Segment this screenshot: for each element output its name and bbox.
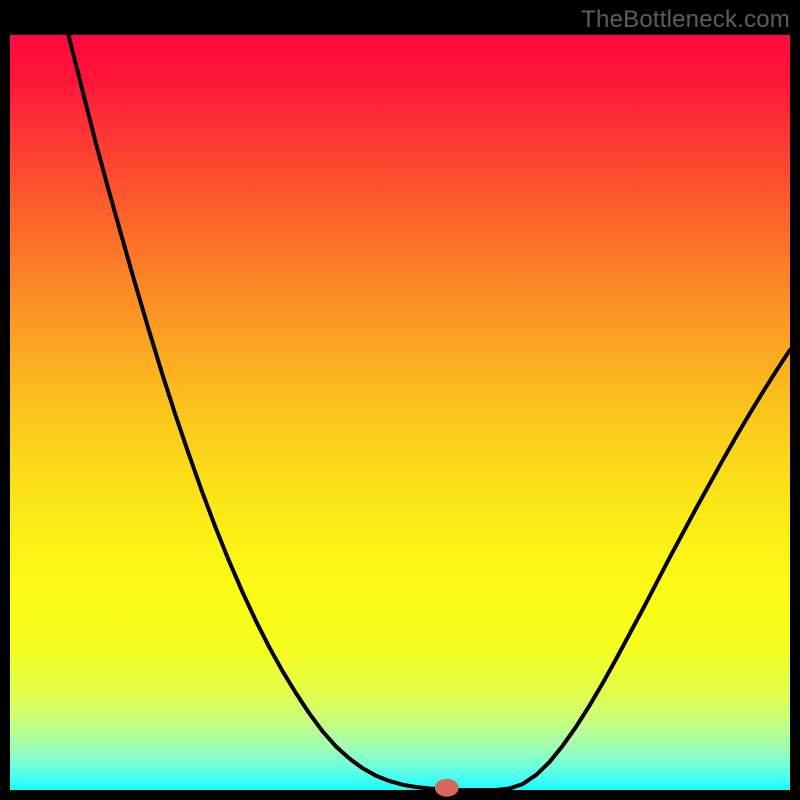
- chart-container: TheBottleneck.com: [0, 0, 800, 800]
- optimal-point-marker: [435, 779, 459, 797]
- bottleneck-chart: [0, 0, 800, 800]
- watermark-text: TheBottleneck.com: [581, 6, 790, 34]
- chart-plot-background: [10, 35, 790, 790]
